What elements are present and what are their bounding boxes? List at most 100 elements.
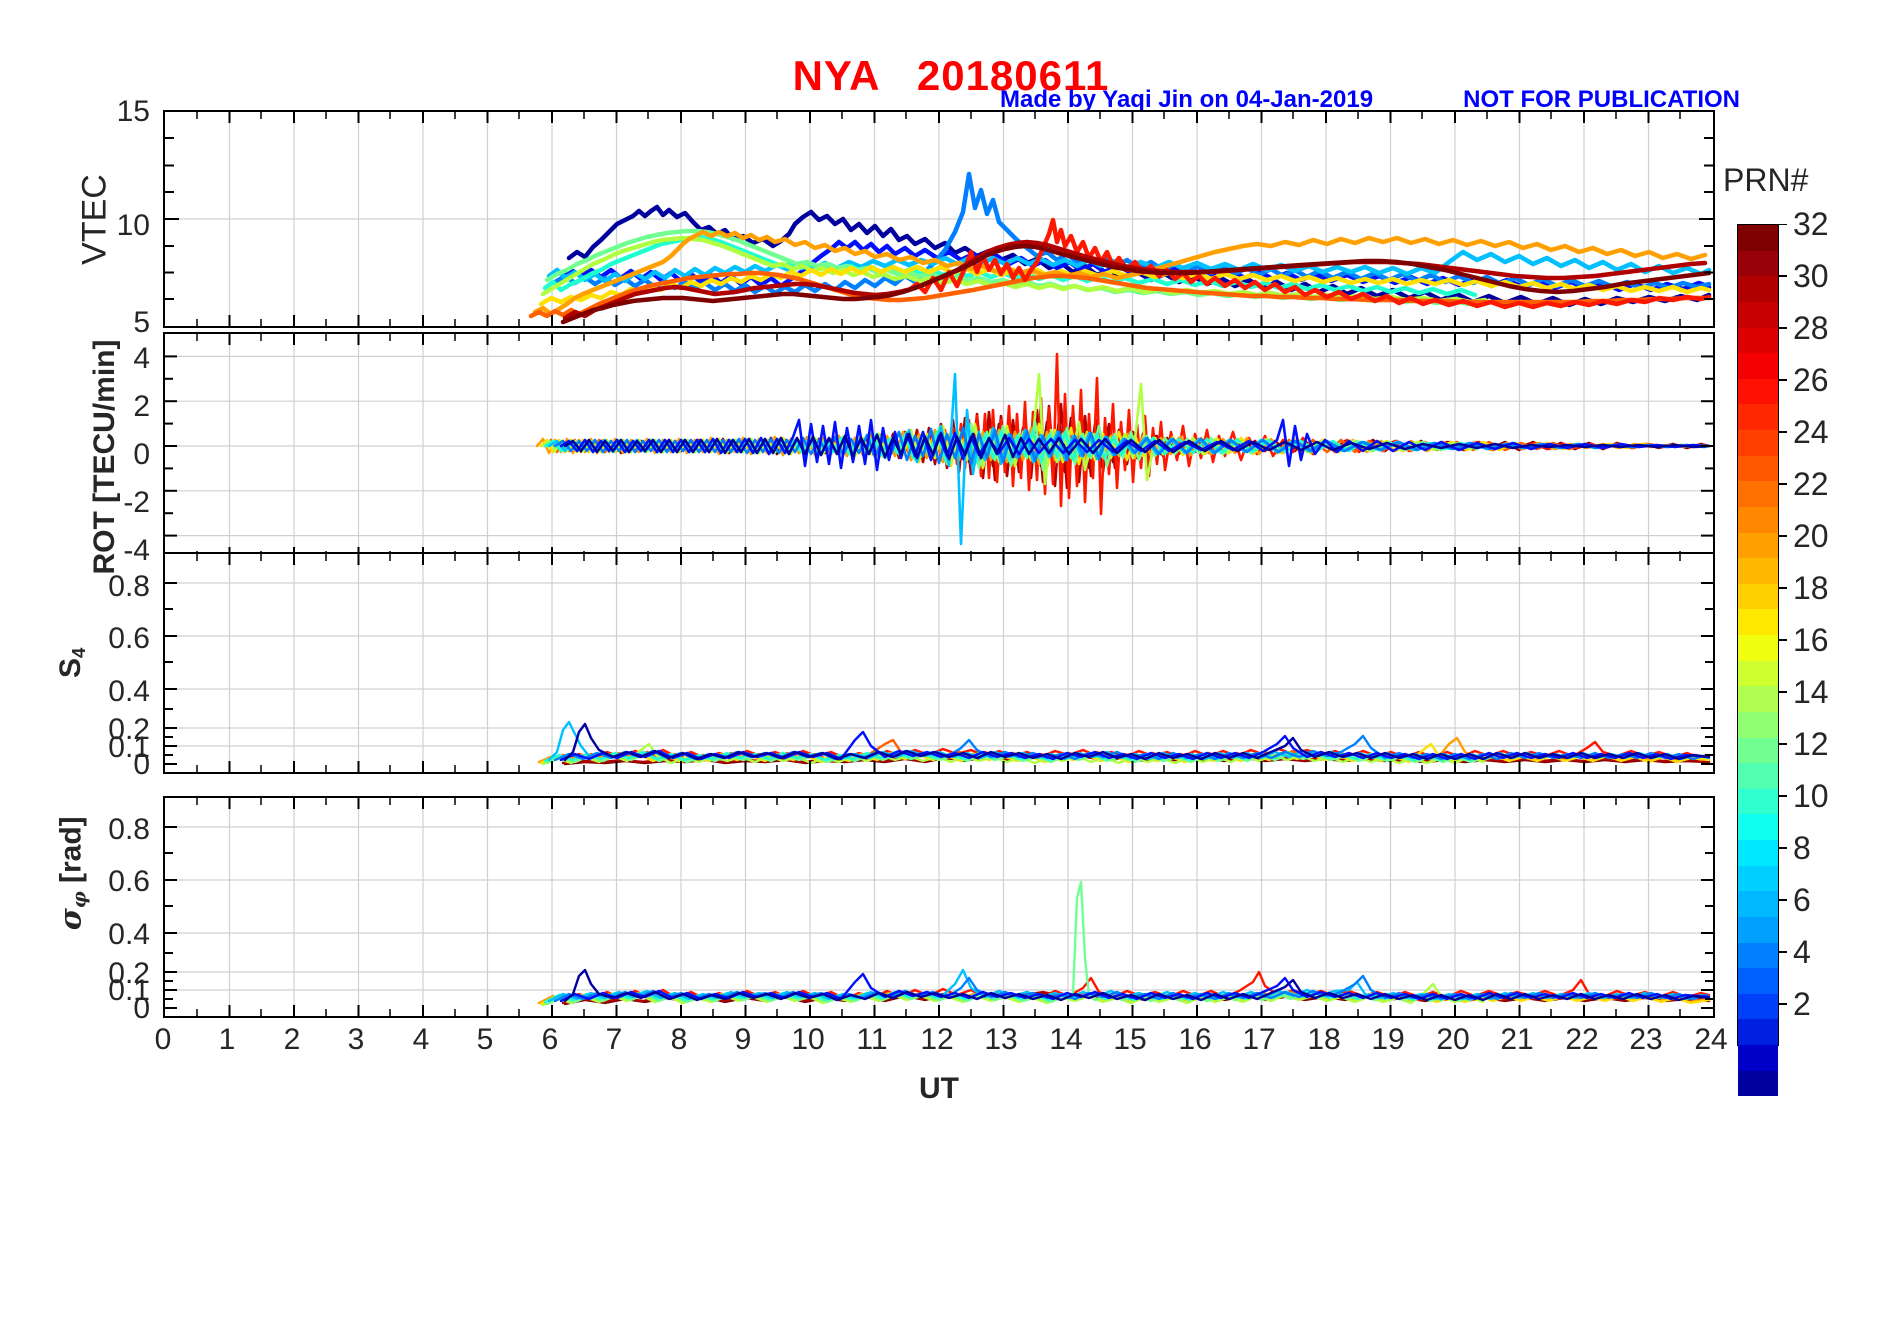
colorbar-segment (1738, 1019, 1778, 1045)
colorbar-tick-22: 22 (1793, 466, 1829, 502)
ytick-s4-08: 0.8 (108, 570, 150, 603)
colorbar-segment (1738, 583, 1778, 610)
colorbar-segment (1738, 327, 1778, 354)
colorbar-tick-16: 16 (1793, 622, 1829, 658)
colorbar-segment (1738, 1070, 1778, 1097)
colorbar-segment (1738, 250, 1778, 277)
ytick-s4-06: 0.6 (108, 622, 150, 655)
ytick-vtec-10: 10 (116, 209, 150, 242)
ytick-sp-06: 0.6 (108, 865, 150, 898)
colorbar-tick-14: 14 (1793, 674, 1829, 710)
xtick-3: 3 (347, 1023, 365, 1056)
colorbar-segment (1738, 993, 1778, 1020)
colorbar-tick-2: 2 (1793, 986, 1811, 1022)
ytick-vtec-15: 15 (116, 95, 150, 128)
ytick-rot-0: 0 (133, 438, 150, 471)
xtick-19: 19 (1371, 1023, 1405, 1056)
colorbar-tick-18: 18 (1793, 570, 1829, 606)
colorbar-tick-8: 8 (1793, 830, 1811, 866)
colorbar-segment (1738, 891, 1778, 917)
xtick-20: 20 (1436, 1023, 1470, 1056)
colorbar-segment (1738, 660, 1778, 687)
colorbar-tick-30: 30 (1793, 258, 1829, 294)
ytick-s4-0: 0 (133, 748, 150, 781)
ytick-sp-02: 0.2 (108, 957, 150, 990)
ytick-rot-m2: -2 (123, 486, 150, 519)
colorbar-segment (1738, 506, 1778, 533)
colorbar-segment (1738, 558, 1778, 584)
xtick-8: 8 (670, 1023, 688, 1056)
colorbar-segment (1738, 968, 1778, 994)
colorbar-tick-32: 32 (1793, 206, 1829, 242)
ytick-s4-04: 0.4 (108, 675, 150, 708)
xtick-6: 6 (541, 1023, 559, 1056)
colorbar-segment (1738, 532, 1778, 559)
colorbar-tick-26: 26 (1793, 362, 1829, 398)
xtick-14: 14 (1049, 1023, 1083, 1056)
colorbar-segment (1738, 865, 1778, 892)
xtick-2: 2 (283, 1023, 301, 1056)
made-by-text: Made by Yaqi Jin on 04-Jan-2019 (1000, 86, 1374, 113)
colorbar-segment (1738, 635, 1778, 661)
colorbar-segment (1738, 353, 1778, 379)
ytick-sp-04: 0.4 (108, 918, 150, 951)
colorbar-segment (1738, 301, 1778, 328)
colorbar-segment (1738, 763, 1778, 789)
ytick-s4-01: 0.1 (108, 731, 150, 764)
xtick-24: 24 (1694, 1023, 1728, 1056)
ytick-sp-0: 0 (133, 992, 150, 1025)
xtick-21: 21 (1500, 1023, 1534, 1056)
colorbar-segment (1738, 481, 1778, 507)
colorbar-segment (1738, 378, 1778, 405)
xtick-9: 9 (734, 1023, 752, 1056)
colorbar-tick-4: 4 (1793, 934, 1811, 970)
ytick-vtec-5: 5 (133, 306, 150, 339)
colorbar-segment (1738, 455, 1778, 482)
page-title: NYA 20180611 (792, 52, 1110, 99)
colorbar-tick-10: 10 (1793, 778, 1829, 814)
colorbar-segment (1738, 942, 1778, 969)
not-for-publication-text: NOT FOR PUBLICATION (1463, 86, 1740, 113)
colorbar-segment (1738, 916, 1778, 943)
xtick-12: 12 (920, 1023, 954, 1056)
colorbar-segment (1738, 430, 1778, 456)
colorbar-segment (1738, 711, 1778, 738)
ytick-sp-08: 0.8 (108, 813, 150, 846)
panel-s4 (163, 552, 1715, 774)
ytick-rot-4: 4 (133, 342, 150, 375)
xtick-13: 13 (984, 1023, 1018, 1056)
colorbar-tick-24: 24 (1793, 414, 1829, 450)
xtick-23: 23 (1629, 1023, 1663, 1056)
colorbar-title: PRN# (1723, 162, 1809, 198)
colorbar[interactable] (1737, 224, 1779, 1097)
colorbar-segment (1738, 404, 1778, 430)
colorbar-tick-6: 6 (1793, 882, 1811, 918)
colorbar-tick-20: 20 (1793, 518, 1829, 554)
subtitle: Made by Yaqi Jin on 04-Jan-2019 NOT FOR … (1000, 86, 1740, 114)
colorbar-segment (1738, 737, 1778, 764)
xtick-18: 18 (1307, 1023, 1341, 1056)
xtick-1: 1 (218, 1023, 236, 1056)
xtick-17: 17 (1242, 1023, 1276, 1056)
colorbar-tick-28: 28 (1793, 310, 1829, 346)
ytick-rot-2: 2 (133, 390, 150, 423)
colorbar-segment (1738, 276, 1778, 302)
axis-label-ut: UT (919, 1072, 959, 1105)
colorbar-tick-12: 12 (1793, 726, 1829, 762)
ytick-rot-m4: -4 (123, 534, 150, 567)
colorbar-segment (1738, 814, 1778, 840)
xtick-10: 10 (791, 1023, 825, 1056)
panel-rot (163, 332, 1715, 560)
xtick-15: 15 (1113, 1023, 1147, 1056)
panel-vtec (163, 110, 1715, 328)
xtick-5: 5 (476, 1023, 494, 1056)
ytick-s4-02: 0.2 (108, 713, 150, 746)
xtick-7: 7 (605, 1023, 623, 1056)
colorbar-segment (1738, 788, 1778, 815)
ytick-sp-01: 0.1 (108, 974, 150, 1007)
xtick-11: 11 (856, 1023, 888, 1056)
colorbar-segment (1738, 840, 1778, 866)
colorbar-segment (1738, 225, 1778, 251)
xtick-4: 4 (412, 1023, 430, 1056)
xtick-0: 0 (154, 1023, 172, 1056)
